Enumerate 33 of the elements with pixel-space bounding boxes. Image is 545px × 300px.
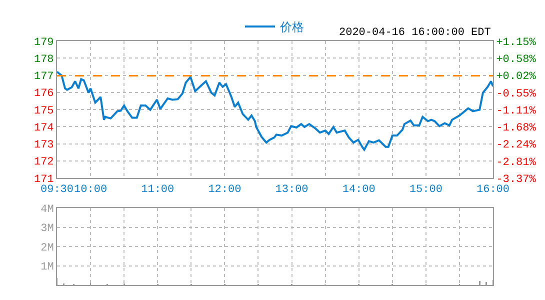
y-tick-label: 179: [34, 36, 54, 49]
x-tick-label: 12:00: [208, 184, 242, 196]
x-tick-label: 10:00: [74, 184, 108, 196]
y-tick-label: 177: [34, 71, 54, 84]
text: 2020-04-16 16:00:00 EDT: [339, 27, 492, 39]
y-tick-label: 3M: [40, 223, 54, 236]
y-tick-label: 175: [34, 105, 54, 118]
x-tick-label: 13:00: [275, 184, 308, 196]
x-tick-label: 16:00: [476, 184, 510, 196]
y2-tick-label: +0.58%: [496, 54, 536, 66]
y2-tick-label: +1.15%: [496, 36, 536, 49]
y-tick-label: 176: [34, 88, 54, 100]
y-tick-label: 4M: [40, 204, 54, 216]
x-tick-label: 09:30: [40, 184, 74, 196]
y-tick-label: 171: [34, 174, 54, 186]
y-tick-label: 1M: [40, 262, 54, 274]
y2-tick-label: -1.68%: [496, 122, 536, 135]
y-tick-label: 178: [34, 54, 54, 66]
y-tick-label: 2M: [40, 242, 54, 254]
y2-tick-label: +0.02%: [496, 71, 536, 84]
line-series: [57, 70, 493, 151]
y-tick-label: 174: [34, 122, 54, 134]
y2-tick-label: -1.11%: [496, 105, 536, 118]
y2-tick-label: -3.37%: [496, 174, 536, 186]
x-tick-label: 14:00: [342, 184, 376, 196]
x-tick-label: 15:00: [409, 184, 442, 196]
y2-tick-label: -2.24%: [496, 140, 536, 152]
y-tick-label: 173: [34, 140, 54, 152]
y2-tick-label: -0.55%: [496, 88, 536, 100]
x-tick-label: 11:00: [141, 184, 174, 196]
legend-label: 价格: [279, 21, 304, 36]
y2-tick-label: -2.81%: [496, 156, 536, 169]
y-tick-label: 172: [34, 156, 54, 169]
